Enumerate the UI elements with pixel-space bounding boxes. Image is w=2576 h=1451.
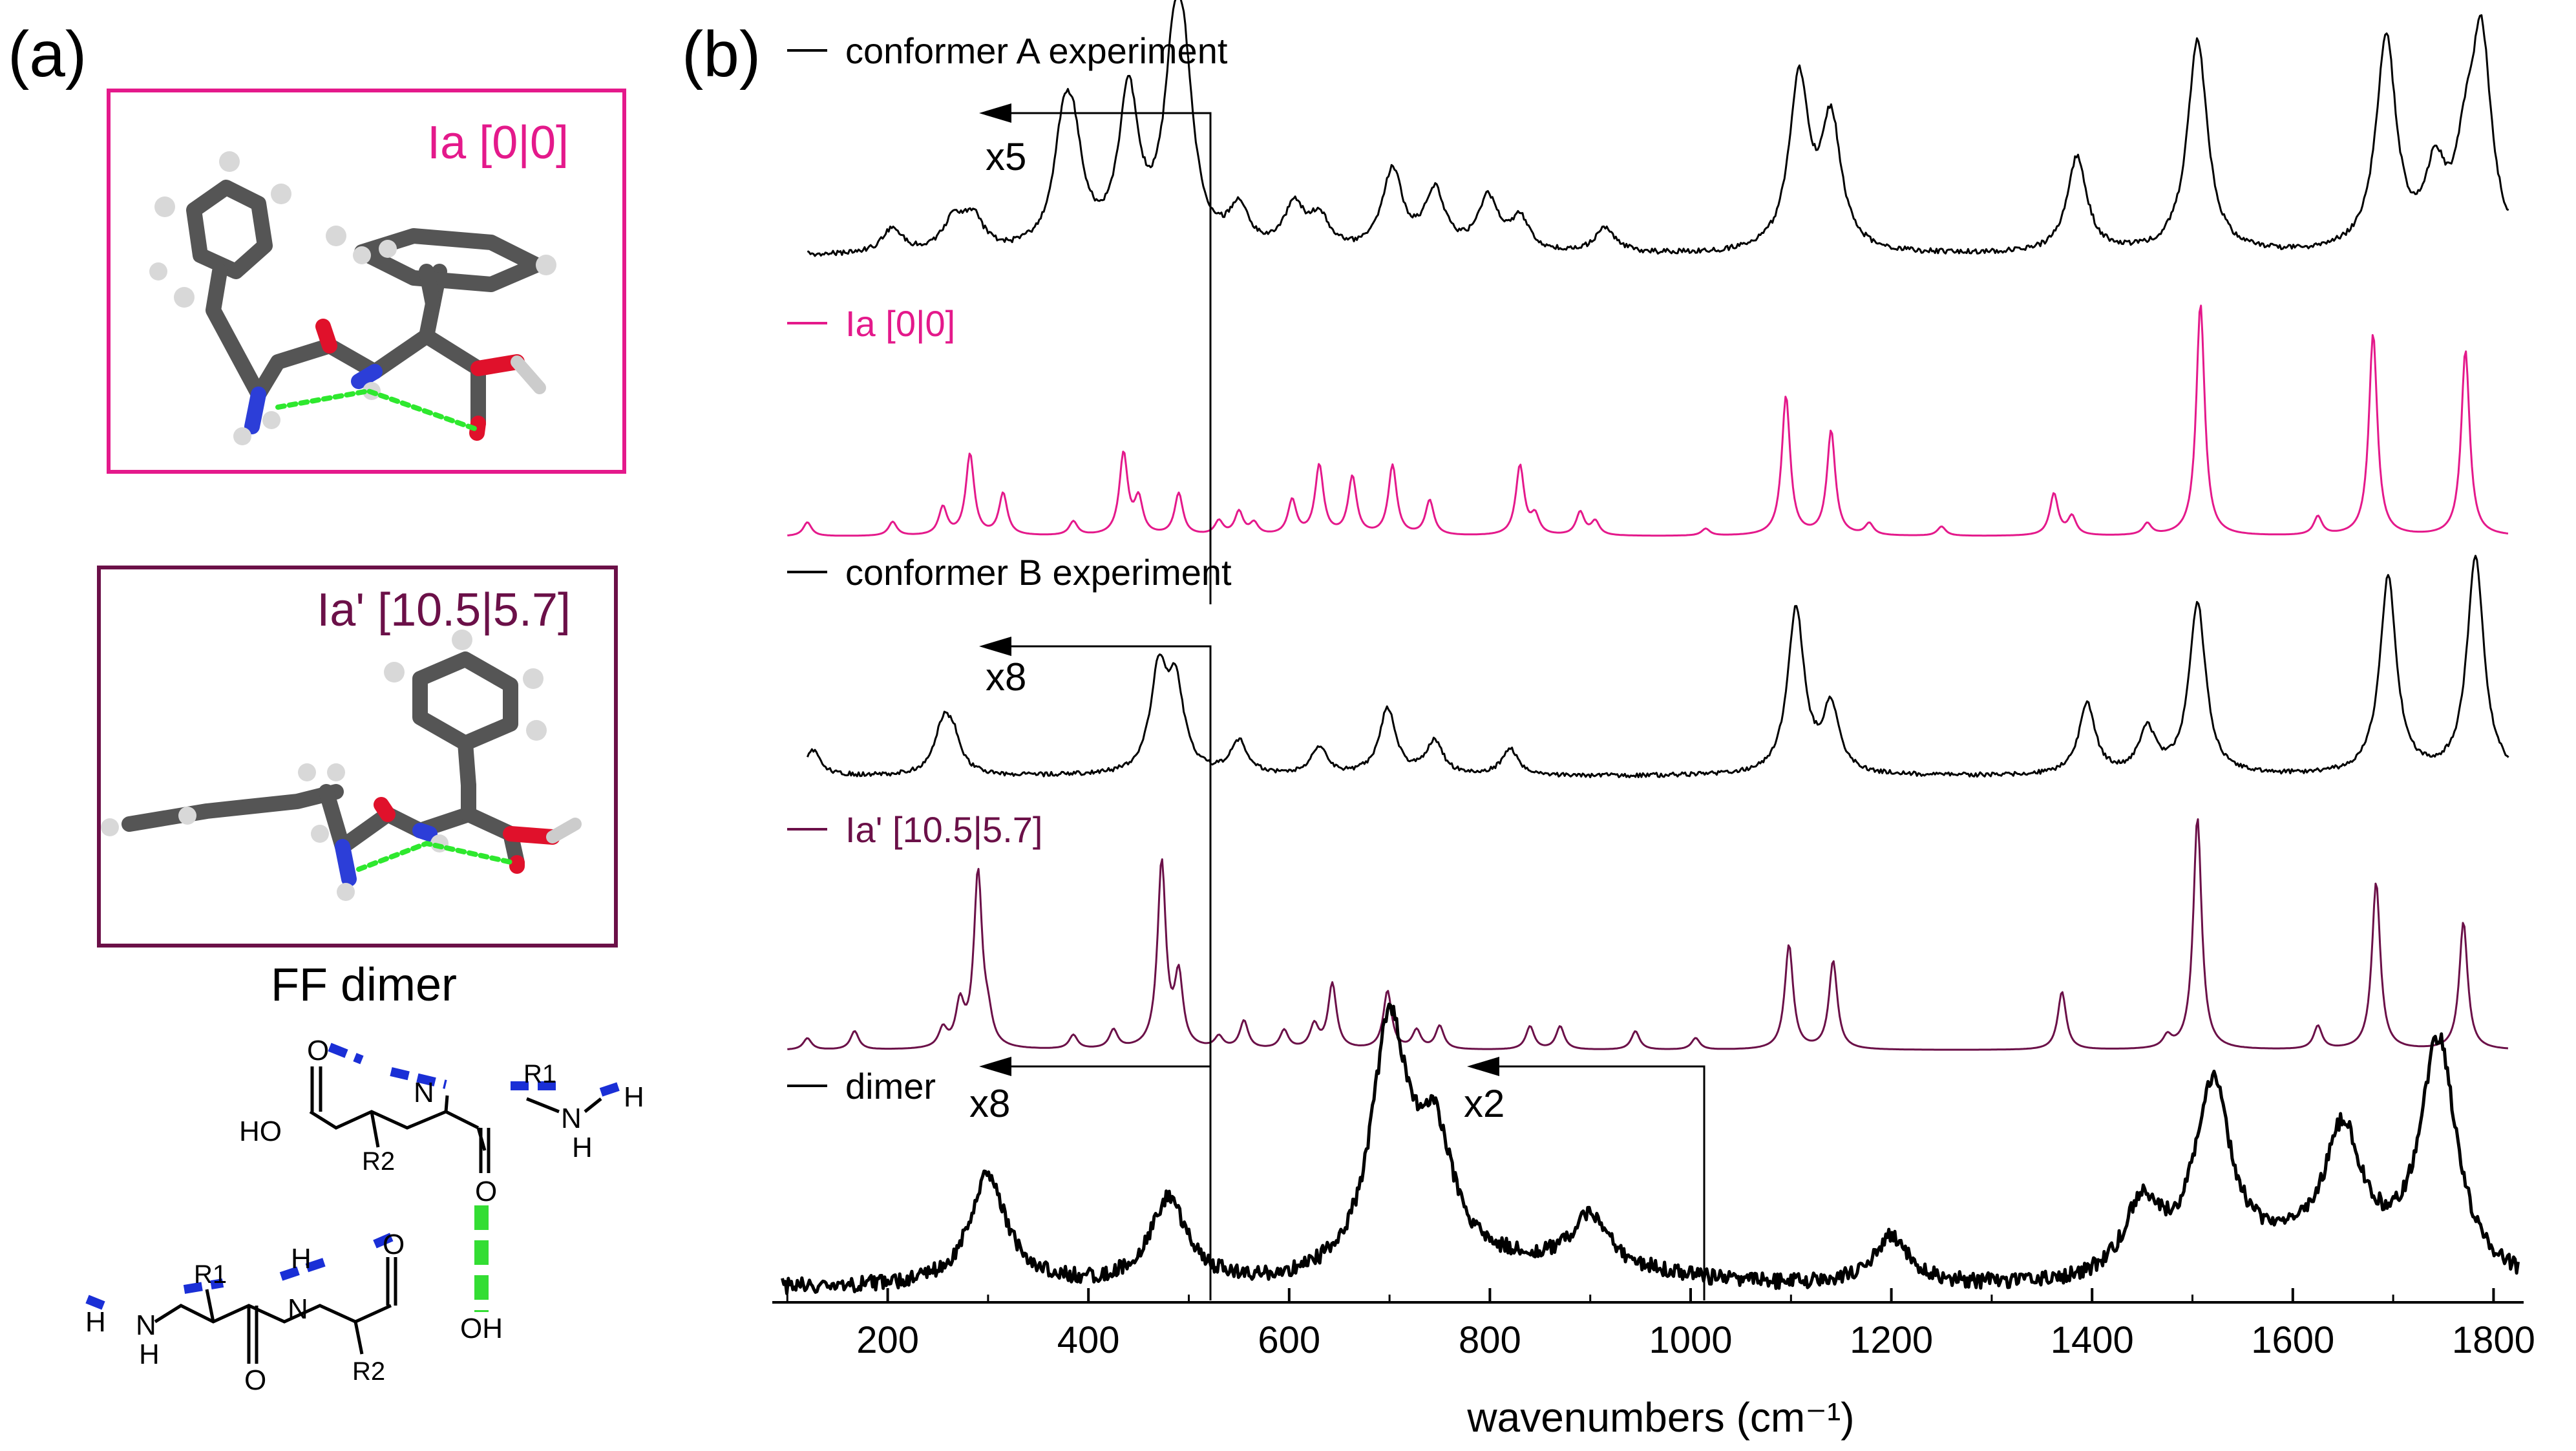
panel-a-label: (a) (8, 18, 87, 90)
svg-text:R1: R1 (194, 1260, 227, 1289)
svg-text:H: H (572, 1132, 593, 1163)
scale-arrows (995, 112, 1705, 1300)
svg-text:N: N (414, 1077, 434, 1108)
dimer-title: FF dimer (271, 959, 457, 1011)
arrow-x2-dimer (1483, 1065, 1705, 1300)
svg-text:H: H (139, 1339, 160, 1370)
dimer-atom-labels: O HO N R1 R2 N H H O H N H R1 N H O R2 O… (85, 1035, 644, 1396)
spectrum-line-4 (781, 1002, 2520, 1295)
spectrum-line-1 (787, 304, 2509, 537)
x-tick-label-1800: 1800 (2452, 1319, 2535, 1361)
svg-text:N: N (136, 1309, 156, 1341)
spectrum-line-0 (807, 0, 2509, 257)
dimer-blue-marks (85, 1043, 622, 1310)
legend-label-0: conformer A experiment (845, 30, 1228, 71)
annotation-x5: x5 (986, 135, 1026, 178)
svg-text:O: O (383, 1229, 405, 1260)
svg-text:N: N (288, 1293, 308, 1325)
annotation-x2-dimer: x2 (1464, 1082, 1504, 1125)
svg-text:N: N (561, 1103, 582, 1134)
svg-text:H: H (624, 1081, 644, 1113)
svg-text:O: O (244, 1364, 266, 1396)
legend-label-2: conformer B experiment (845, 552, 1232, 593)
svg-text:R2: R2 (362, 1147, 395, 1176)
conformer-ia-molecule (149, 151, 556, 445)
spectrum-line-3 (787, 818, 2509, 1051)
arrow-heads (979, 103, 1499, 1076)
conformer-ia-prime-label: Ia' [10.5|5.7] (317, 584, 571, 636)
arrow-x8-dimer (995, 1065, 1212, 1300)
svg-text:HO: HO (239, 1116, 282, 1147)
x-tick-label-1600: 1600 (2251, 1319, 2334, 1361)
x-tick-label-1000: 1000 (1649, 1319, 1732, 1361)
x-tick-label-600: 600 (1258, 1319, 1320, 1361)
arrow-x5 (995, 112, 1212, 604)
svg-text:R1: R1 (523, 1060, 556, 1088)
legend-label-3: Ia' [10.5|5.7] (845, 809, 1042, 850)
conformer-ia-prime-molecule (101, 630, 582, 901)
spectra-chart: conformer A experiment Ia [0|0] conformer … (772, 0, 2535, 1441)
panel-b-label: (b) (682, 18, 761, 90)
x-axis-label: wavenumbers (cm⁻¹) (1466, 1394, 1854, 1441)
x-tick-label-200: 200 (856, 1319, 919, 1361)
dimer-structure (154, 1066, 602, 1364)
conformer-ia-prime-box: Ia' [10.5|5.7] (97, 566, 618, 948)
annotation-x8-dimer: x8 (969, 1082, 1010, 1125)
svg-text:OH: OH (460, 1313, 503, 1344)
annotation-x8-conformer-b: x8 (986, 655, 1026, 699)
x-tick-label-1200: 1200 (1850, 1319, 1933, 1361)
legend-label-1: Ia [0|0] (845, 303, 955, 344)
svg-text:O: O (475, 1176, 497, 1207)
scale-annotations: x5 x8 x8 x2 (969, 135, 1504, 1125)
x-tick-label-400: 400 (1057, 1319, 1120, 1361)
spectrum-line-2 (807, 555, 2509, 779)
svg-text:R2: R2 (352, 1357, 385, 1386)
svg-text:H: H (291, 1243, 311, 1275)
legend-label-4: dimer (845, 1066, 936, 1107)
conformer-ia-box: Ia [0|0] (107, 89, 626, 474)
x-tick-label-1400: 1400 (2051, 1319, 2134, 1361)
conformer-ia-prime-frame (97, 566, 618, 948)
conformer-ia-frame (107, 89, 626, 474)
svg-text:O: O (307, 1035, 329, 1066)
conformer-ia-label: Ia [0|0] (427, 117, 569, 169)
x-tick-label-800: 800 (1459, 1319, 1521, 1361)
arrow-x8-b (995, 645, 1212, 1086)
svg-text:H: H (85, 1306, 106, 1338)
